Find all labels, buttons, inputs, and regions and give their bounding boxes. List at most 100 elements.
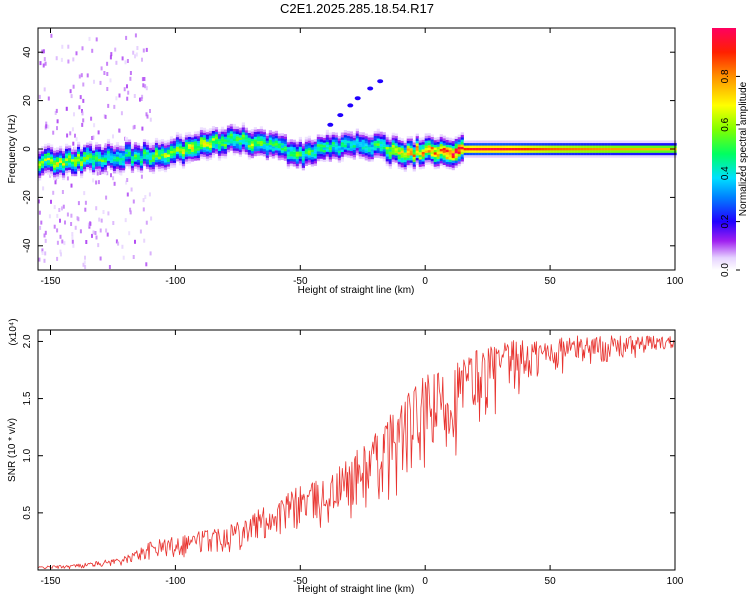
spectrogram-cell [619,152,623,156]
spectrogram-cell [154,152,159,155]
spectrogram-cell [259,133,263,137]
spectrogram-cell [379,148,383,152]
spectrogram-cell [667,145,671,148]
spectrogram-cell [142,151,147,154]
spectrogram-cell [208,142,213,146]
spectrogram-cell [262,136,266,140]
spectrogram-noise-cell [109,78,112,83]
spectrogram-xtick-label: -50 [293,276,308,287]
spectrogram-cell [466,152,470,156]
spectrogram-cell [151,144,156,148]
spectrogram-cell [445,144,449,148]
spectrogram-cell [442,150,446,153]
spectrogram-cell [631,152,635,156]
spectrogram-noise-cell [145,262,148,267]
spectrogram-cell [115,171,120,174]
spectrogram-cell [226,127,231,131]
spectrogram-cell [59,155,63,159]
spectrogram-cell [514,147,518,151]
spectrogram-cell [115,142,120,145]
spectrogram-cell [427,145,431,148]
spectrogram-cell [250,146,254,149]
spectrogram-noise-cell [100,66,103,71]
spectrogram-cell [430,153,434,157]
spectrogram-cell [157,154,162,157]
spectrogram-cell [325,137,329,140]
spectrogram-cell [346,138,350,141]
spectrogram-cell [92,162,96,166]
spectrogram-cell [196,133,201,137]
spectrogram-cell [163,140,168,144]
spectrogram-cell [313,148,317,152]
spectrogram-cell [145,144,150,148]
spectrogram-cell [352,149,356,153]
spectrogram-cell [520,150,524,153]
spectrogram-cell [406,152,410,156]
spectrogram-cell [292,156,296,160]
spectrogram-cell [187,144,192,147]
spectrogram-cell [340,149,344,152]
spectrogram-noise-cell [82,262,85,267]
spectrogram-cell [184,139,189,143]
spectrogram-noise-cell [141,57,143,62]
spectrogram-cell [490,150,494,153]
spectrogram-cell [211,128,216,131]
spectrogram-cell [598,152,602,156]
spectrogram-cell [181,158,186,162]
spectrogram-cell [313,156,317,159]
spectrogram-cell [520,155,524,158]
spectrogram-cell [62,170,66,173]
spectrogram-cell [253,151,257,154]
spectrogram-cell [430,139,434,142]
spectrogram-cell [532,147,536,151]
spectrogram-cell [658,155,662,158]
spectrogram-cell [232,150,236,154]
spectrogram-cell [601,155,605,158]
spectrogram-cell [394,135,398,139]
spectrogram-cell [259,145,263,149]
spectrogram-cell [502,140,506,144]
spectrogram-cell [664,155,668,158]
spectrogram-cell [337,145,341,149]
spectrogram-cell [349,153,353,156]
spectrogram-cell [193,150,198,154]
spectrogram-cell [283,139,287,142]
spectrogram-cell [313,141,317,145]
spectrogram-cell [457,163,461,167]
spectrogram-cell [301,165,305,168]
spectrogram-cell [352,154,356,158]
spectrogram-cell [352,135,356,138]
spectrogram-cell [232,138,236,141]
spectrogram-noise-cell [73,112,75,117]
spectrogram-cell [595,150,599,153]
spectrogram-cell [364,133,368,137]
spectrogram-cell [607,155,611,158]
spectrogram-cell [214,139,219,142]
spectrogram-cell [235,141,239,144]
spectrogram-cell [343,134,347,138]
spectrogram-cell [625,143,629,146]
spectrogram-cell [574,140,578,144]
spectrogram-cell [322,137,326,141]
spectrogram-noise-cell [122,255,125,260]
spectrogram-cell [382,151,386,155]
spectrogram-cell [478,143,482,146]
spectrogram-cell [517,152,521,156]
spectrogram-cell [106,165,111,169]
spectrogram-cell [157,161,162,165]
spectrogram-cell [376,148,380,151]
spectrogram-cell [130,143,135,147]
spectrogram-cell [334,154,338,157]
spectrogram-cell [244,151,248,155]
spectrogram-cell [50,173,54,177]
spectrogram-cell [478,152,482,156]
spectrogram-cell [56,152,60,155]
spectrogram-cell [86,149,90,153]
spectrogram-cell [409,138,413,141]
spectrogram-cell [433,137,437,141]
spectrogram-cell [157,142,162,145]
spectrogram-cell [616,155,620,158]
spectrogram-cell [133,166,138,169]
spectrogram-cell [346,155,350,158]
spectrogram-cell [265,157,269,161]
